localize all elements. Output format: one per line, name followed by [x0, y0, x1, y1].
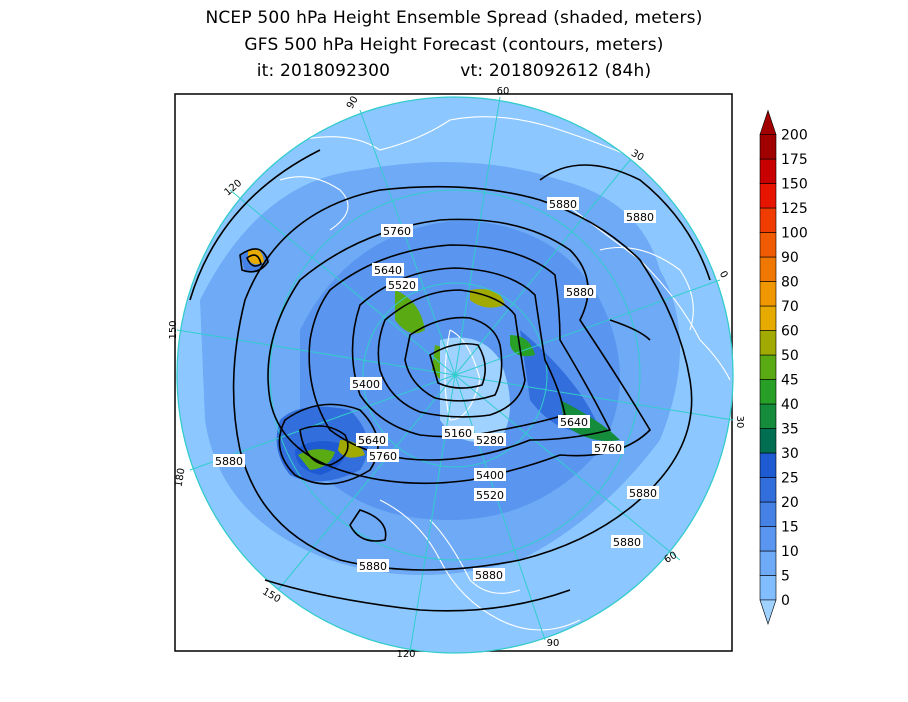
- svg-text:5880: 5880: [549, 198, 577, 211]
- colorbar-box: [759, 256, 777, 282]
- contour-label: 5520: [386, 278, 418, 292]
- svg-text:5880: 5880: [566, 286, 594, 299]
- colorbar-box: [759, 501, 777, 527]
- colorbar-tick-label: 50: [781, 348, 799, 364]
- svg-text:5760: 5760: [369, 450, 397, 463]
- contour-label: 5880: [624, 210, 656, 224]
- contour-label: 5760: [592, 441, 624, 455]
- svg-text:5520: 5520: [476, 489, 504, 502]
- svg-text:5880: 5880: [626, 211, 654, 224]
- colorbar-box: [759, 428, 777, 454]
- colorbar-box: [759, 354, 777, 380]
- longitude-label: 60: [497, 86, 510, 97]
- svg-text:5400: 5400: [476, 469, 504, 482]
- colorbar-box: [759, 379, 777, 405]
- valid-time: vt: 2018092612 (84h): [460, 61, 652, 81]
- colorbar-box: [759, 330, 777, 356]
- svg-text:5880: 5880: [613, 536, 641, 549]
- contour-label: 5880: [611, 535, 643, 549]
- colorbar-box: [759, 207, 777, 233]
- colorbar-box: [759, 232, 777, 258]
- chart-title: NCEP 500 hPa Height Ensemble Spread (sha…: [205, 8, 703, 28]
- svg-text:5520: 5520: [388, 279, 416, 292]
- graticule: [176, 96, 734, 654]
- contour-label: 5880: [213, 454, 245, 468]
- colorbar-box: [759, 575, 777, 601]
- colorbar-tick-label: 0: [781, 593, 790, 609]
- colorbar-box: [759, 183, 777, 209]
- contour-label: 5280: [474, 433, 506, 447]
- colorbar-box: [759, 477, 777, 503]
- colorbar-tick-label: 175: [781, 152, 808, 168]
- colorbar-tick-label: 200: [781, 128, 808, 144]
- contour-label: 5880: [357, 559, 389, 573]
- colorbar-box: [759, 550, 777, 576]
- contour-label: 5640: [558, 415, 590, 429]
- colorbar-tick-label: 20: [781, 495, 799, 511]
- svg-text:5640: 5640: [358, 434, 386, 447]
- chart-times: it: 2018092300 vt: 2018092612 (84h): [0, 61, 908, 81]
- longitude-label: 90: [547, 638, 560, 649]
- colorbar-tick-label: 60: [781, 324, 799, 340]
- colorbar-max-arrow: [759, 109, 777, 135]
- colorbar-box: [759, 526, 777, 552]
- colorbar-box: [759, 452, 777, 478]
- colorbar-box: [759, 281, 777, 307]
- colorbar-tick-label: 5: [781, 569, 790, 585]
- colorbar-tick-label: 40: [781, 397, 799, 413]
- colorbar-tick-label: 35: [781, 422, 799, 438]
- colorbar-tick-label: 25: [781, 471, 799, 487]
- contour-label: 5760: [381, 224, 413, 238]
- colorbar-tick-label: 125: [781, 201, 808, 217]
- contour-label: 5640: [372, 263, 404, 277]
- contour-label: 5520: [474, 488, 506, 502]
- colorbar-tick-label: 80: [781, 275, 799, 291]
- longitude-label: 180: [173, 467, 187, 488]
- colorbar-tick-label: 150: [781, 177, 808, 193]
- svg-text:5640: 5640: [374, 264, 402, 277]
- contour-label: 5400: [474, 468, 506, 482]
- svg-text:5400: 5400: [352, 378, 380, 391]
- svg-text:5880: 5880: [475, 569, 503, 582]
- contour-label: 5400: [350, 377, 382, 391]
- colorbar-tick-label: 90: [781, 250, 799, 266]
- contour-label: 5880: [473, 568, 505, 582]
- svg-text:5160: 5160: [444, 427, 472, 440]
- colorbar-tick-label: 15: [781, 520, 799, 536]
- init-time: it: 2018092300: [256, 61, 391, 81]
- colorbar-box: [759, 305, 777, 331]
- colorbar-box: [759, 134, 777, 160]
- longitude-label: 120: [396, 649, 415, 660]
- colorbar-tick-label: 45: [781, 373, 799, 389]
- svg-text:5760: 5760: [594, 442, 622, 455]
- longitude-label: 30: [734, 416, 745, 429]
- colorbar-tick-label: 30: [781, 446, 799, 462]
- svg-text:5880: 5880: [215, 455, 243, 468]
- contour-label-layer: 5760 5640 5520 5880 5880 5880 5400 5640 5760 5160…: [213, 197, 659, 582]
- colorbar-tick-label: 70: [781, 299, 799, 315]
- chart-subtitle: GFS 500 hPa Height Forecast (contours, m…: [244, 35, 664, 55]
- svg-text:5280: 5280: [476, 434, 504, 447]
- svg-text:5880: 5880: [359, 560, 387, 573]
- svg-text:5880: 5880: [629, 487, 657, 500]
- colorbar-tick-label: 100: [781, 226, 808, 242]
- longitude-label: 0: [717, 269, 730, 280]
- contour-label: 5640: [356, 433, 388, 447]
- svg-text:5760: 5760: [383, 225, 411, 238]
- colorbar-box: [759, 403, 777, 429]
- contour-label: 5160: [442, 426, 474, 440]
- contour-label: 5760: [367, 449, 399, 463]
- colorbar-tick-label: 10: [781, 544, 799, 560]
- contour-label: 5880: [547, 197, 579, 211]
- longitude-label: 150: [168, 320, 179, 339]
- svg-text:5640: 5640: [560, 416, 588, 429]
- contour-label: 5880: [627, 486, 659, 500]
- colorbar-min-arrow: [759, 599, 777, 625]
- colorbar-box: [759, 158, 777, 184]
- contour-label: 5880: [564, 285, 596, 299]
